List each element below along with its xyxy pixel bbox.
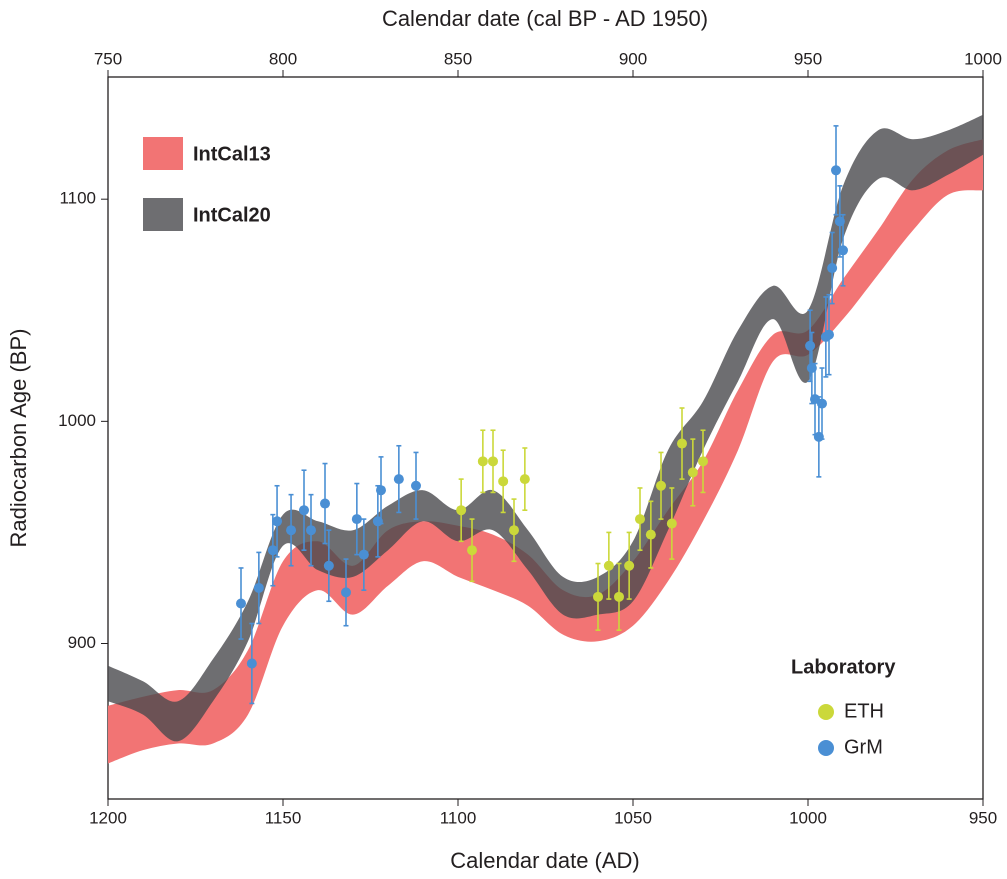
point [817,398,827,409]
x2-tick-label: 1000 [964,49,1002,68]
point [411,480,421,491]
point [593,591,603,602]
x2-tick-label: 950 [794,49,822,68]
point [656,480,666,491]
x-tick-label: 950 [969,808,997,827]
x2-tick-label: 850 [444,49,472,68]
x2-tick-label: 750 [94,49,122,68]
point [635,514,645,525]
y-tick-label: 1100 [59,189,96,208]
point [467,545,477,556]
point [666,518,677,529]
legend-label: IntCal13 [193,143,271,165]
point [488,456,498,467]
y-axis-title: Radiocarbon Age (BP) [6,329,31,548]
point [358,549,369,560]
x-axis-title: Calendar date (AD) [450,848,640,873]
point [351,514,362,525]
point [603,560,614,571]
point [477,456,488,467]
point [509,525,519,536]
legend-marker [818,704,834,720]
point [236,598,246,609]
x-tick-label: 1100 [440,808,477,827]
point [805,340,816,351]
point [824,329,834,340]
legend-label: GrM [844,736,883,758]
point [624,560,635,571]
point [306,525,316,536]
point [376,485,386,496]
point [272,516,283,527]
legend-swatch [143,198,183,231]
point [393,474,404,485]
point [827,263,838,274]
point [645,529,656,540]
point [831,165,841,176]
legend-label: IntCal20 [193,204,271,226]
y-tick-label: 900 [68,633,96,652]
point [614,591,624,602]
band [108,114,983,742]
point [253,582,264,593]
point [299,505,309,516]
point [456,505,467,516]
point [246,658,257,669]
legend-title: Laboratory [791,656,896,678]
point [267,545,278,556]
legend-marker [818,740,834,756]
point [838,245,848,256]
point [323,560,334,571]
x-tick-label: 1150 [265,808,302,827]
x2-tick-label: 800 [269,49,297,68]
point [677,438,687,449]
point [687,467,698,478]
point [286,525,297,536]
x2-tick-label: 900 [619,49,647,68]
point [519,474,530,485]
y-tick-label: 1000 [58,411,96,430]
x2-axis-title: Calendar date (cal BP - AD 1950) [382,6,708,31]
point [698,456,708,467]
plot-frame [107,76,984,800]
x-tick-label: 1200 [89,808,127,827]
point [320,498,330,509]
x-tick-label: 1000 [789,808,827,827]
point [341,587,351,598]
point [498,476,509,487]
x-tick-label: 1050 [614,808,652,827]
legend-label: ETH [844,700,884,722]
legend-swatch [143,137,183,170]
